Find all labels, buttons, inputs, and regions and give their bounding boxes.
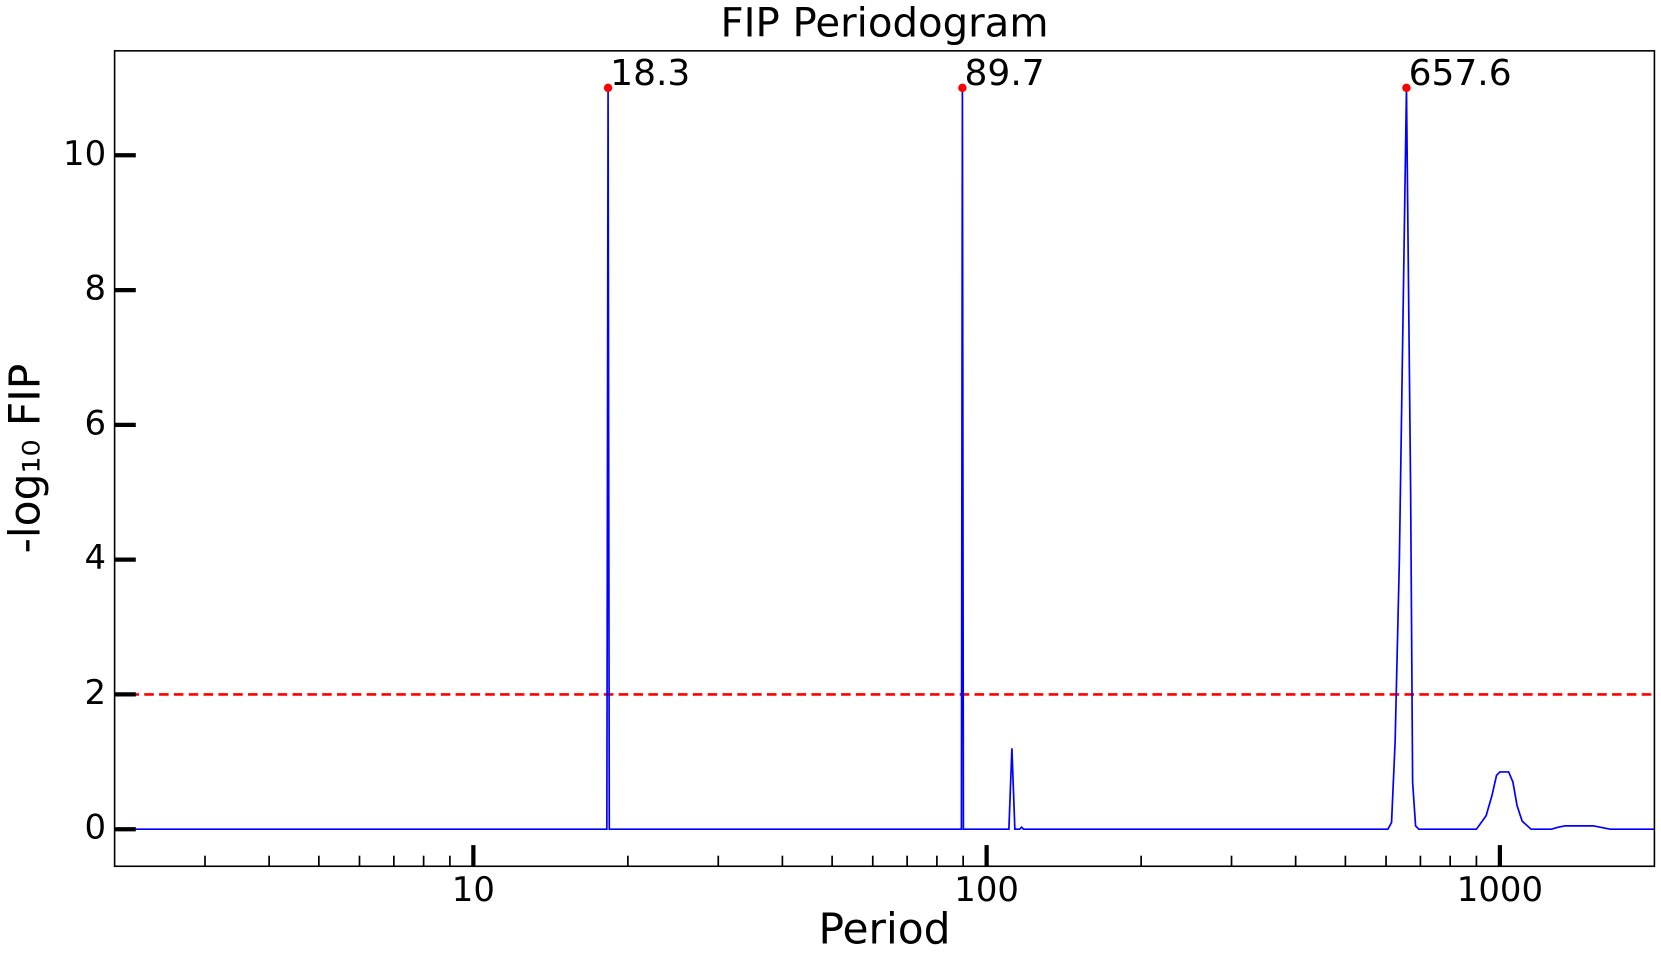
x-tick-label: 1000 <box>1457 870 1543 909</box>
y-tick-label: 8 <box>85 269 107 308</box>
x-axis-label: Period <box>818 904 950 953</box>
chart-title: FIP Periodogram <box>720 0 1048 46</box>
plot-frame <box>113 50 1656 868</box>
y-tick-label: 0 <box>85 808 107 847</box>
y-tick-label: 2 <box>85 673 107 712</box>
y-tick-label: 4 <box>85 538 107 577</box>
y-tick-label: 10 <box>63 134 106 173</box>
peak-marker <box>958 83 967 93</box>
peak-label: 89.7 <box>965 53 1045 94</box>
peak-marker <box>1402 83 1411 93</box>
y-axis-label: -log₁₀ FIP <box>0 364 49 554</box>
line-series <box>114 87 1655 831</box>
x-tick-label: 10 <box>452 870 495 909</box>
peak-label: 18.3 <box>610 53 690 94</box>
y-tick-label: 6 <box>85 403 107 442</box>
peak-label: 657.6 <box>1409 53 1512 94</box>
x-tick-label: 100 <box>954 870 1019 909</box>
peak-marker <box>603 83 613 93</box>
